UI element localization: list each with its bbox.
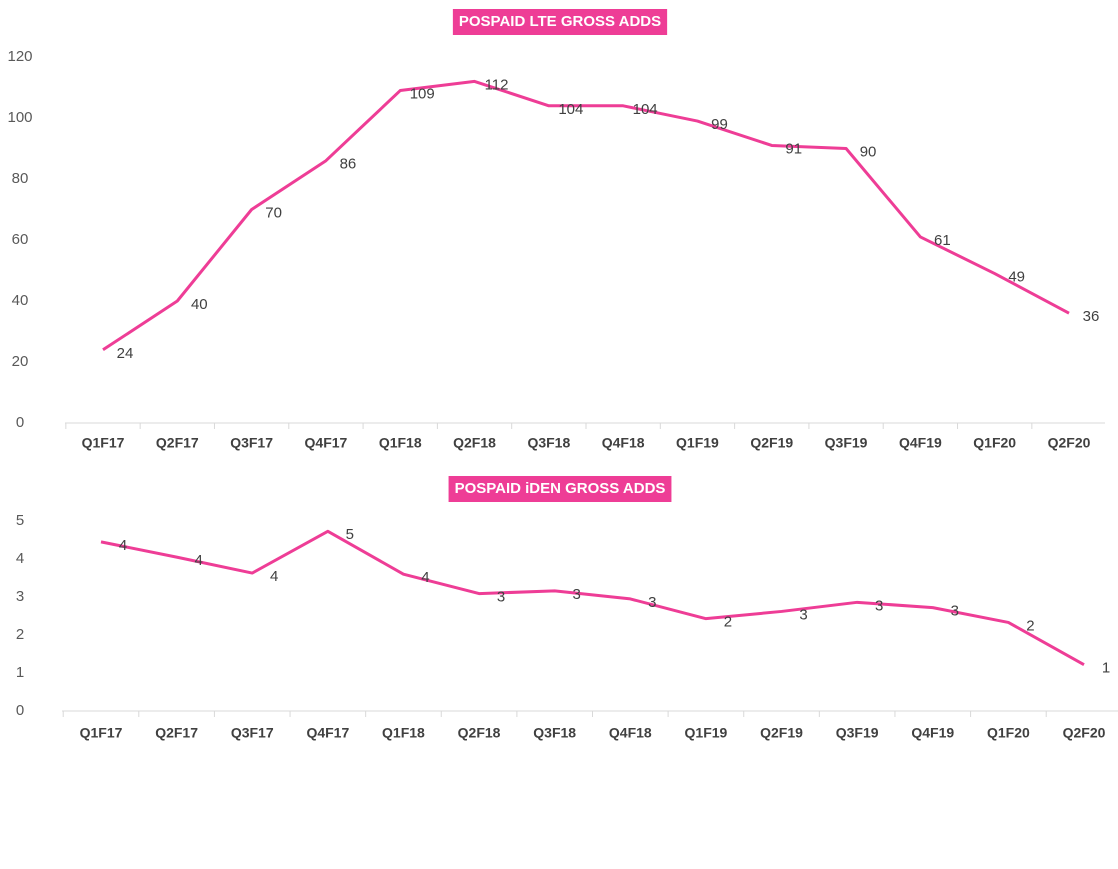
data-label: 112 (485, 76, 509, 93)
data-label: 3 (951, 603, 959, 620)
line-series (102, 79, 1070, 352)
y-tick-label: 80 (12, 170, 29, 187)
data-label: 5 (346, 526, 354, 543)
chart: POSPAID iDEN GROSS ADDS 0 1 2 3 4 5 Q1F17 Q2F17 Q… (16, 476, 1118, 741)
data-label: 86 (340, 156, 357, 173)
data-label: 49 (1008, 269, 1025, 286)
data-label: 2 (724, 614, 732, 631)
x-tick-label: Q2F20 (1063, 725, 1106, 741)
title-background (448, 476, 672, 502)
chart-title: POSPAID iDEN GROSS ADDS (455, 480, 666, 497)
data-label: 70 (265, 204, 282, 221)
x-tick-label: Q3F18 (527, 435, 570, 451)
y-tick-label: 20 (12, 353, 29, 370)
x-tick-label: Q4F19 (899, 435, 942, 451)
data-label: 3 (799, 606, 807, 623)
data-label: 2 (1026, 617, 1034, 634)
x-tick-label: Q1F18 (382, 725, 425, 741)
data-label: 104 (633, 101, 658, 118)
data-label: 4 (194, 552, 202, 569)
x-tick-label: Q1F19 (676, 435, 719, 451)
x-tick-label: Q4F17 (305, 435, 348, 451)
x-tick-label: Q1F20 (987, 725, 1030, 741)
x-tick-label: Q1F18 (379, 435, 422, 451)
data-label: 4 (119, 537, 127, 554)
data-label: 104 (558, 101, 583, 118)
x-tick-label: Q1F19 (685, 725, 728, 741)
y-tick-label: 3 (16, 588, 24, 605)
x-tick-label: Q3F19 (836, 725, 879, 741)
x-tick-label: Q1F17 (82, 435, 125, 451)
data-label: 40 (191, 296, 208, 313)
data-label: 3 (648, 594, 656, 611)
x-tick-label: Q3F18 (533, 725, 576, 741)
y-tick-label: 60 (12, 231, 29, 248)
x-tick-label: Q2F19 (750, 435, 793, 451)
chart-title: POSPAID LTE GROSS ADDS (459, 13, 661, 30)
x-tick-label: Q4F18 (602, 435, 645, 451)
y-tick-label: 120 (7, 48, 32, 65)
x-tick-label: Q2F17 (155, 725, 198, 741)
data-label: 99 (711, 116, 728, 133)
x-tick-label: Q4F17 (306, 725, 349, 741)
data-label: 61 (934, 232, 951, 249)
y-tick-label: 40 (12, 292, 29, 309)
y-tick-label: 4 (16, 550, 24, 567)
title-background (452, 9, 668, 35)
data-label: 1 (1102, 660, 1110, 677)
y-tick-label: 0 (16, 414, 24, 431)
data-label: 90 (860, 143, 877, 160)
x-tick-label: Q4F18 (609, 725, 652, 741)
x-tick-label: Q1F20 (973, 435, 1016, 451)
x-tick-label: Q2F19 (760, 725, 803, 741)
x-tick-label: Q2F17 (156, 435, 199, 451)
x-tick-label: Q2F18 (453, 435, 496, 451)
y-tick-label: 5 (16, 512, 24, 529)
x-tick-label: Q3F17 (230, 435, 273, 451)
data-label: 3 (497, 589, 505, 606)
y-tick-label: 0 (16, 702, 24, 719)
data-label: 3 (875, 597, 883, 614)
chart: POSPAID LTE GROSS ADDS 0 20 40 60 80 100 120 Q1F… (7, 9, 1105, 451)
data-label: 24 (117, 345, 134, 362)
data-label: 109 (410, 86, 435, 103)
data-label: 4 (421, 569, 429, 586)
y-tick-label: 100 (7, 109, 32, 126)
y-tick-label: 2 (16, 626, 24, 643)
x-tick-label: Q2F18 (458, 725, 501, 741)
data-label: 3 (573, 586, 581, 603)
x-tick-label: Q4F19 (911, 725, 954, 741)
line-series (100, 529, 1085, 666)
data-label: 4 (270, 568, 278, 585)
y-tick-label: 1 (16, 664, 24, 681)
x-tick-label: Q3F17 (231, 725, 274, 741)
x-tick-label: Q2F20 (1048, 435, 1091, 451)
x-tick-label: Q3F19 (825, 435, 868, 451)
data-label: 91 (785, 140, 802, 157)
data-label: 36 (1083, 308, 1100, 325)
x-tick-label: Q1F17 (80, 725, 123, 741)
